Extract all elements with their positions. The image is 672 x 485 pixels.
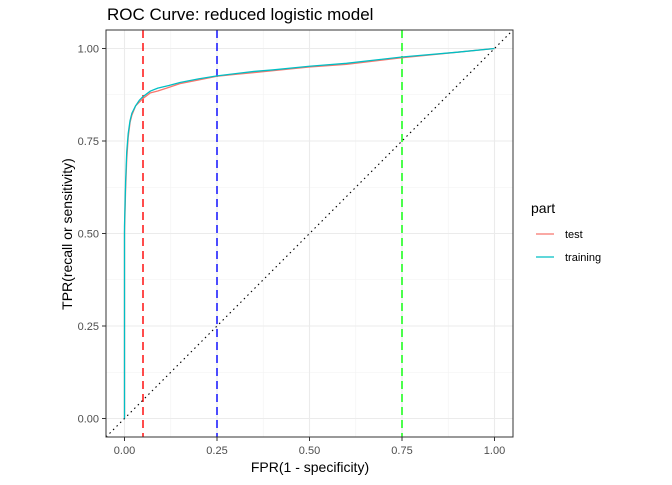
plot-layer: 0.00 0.25 0.50 0.75 1.00 0.00 0.25 0.50 0.75 1.00… [78,29,601,457]
x-tick-label: 0.75 [391,445,412,457]
y-tick-label: 1.00 [78,44,99,56]
x-tick-label: 1.00 [484,445,505,457]
y-tick-label: 0.50 [78,229,99,241]
legend-label: training [565,252,601,264]
reference-diagonal-line [105,29,514,438]
y-axis-label: TPR(recall or sensitivity) [59,158,75,310]
y-tick-label: 0.25 [78,321,99,333]
legend-title: part [531,200,555,216]
x-axis-label: FPR(1 - specificity) [251,459,369,475]
series-line-training [123,47,495,419]
y-tick-label: 0.75 [78,136,99,148]
y-tick-label: 0.00 [78,414,99,426]
x-tick-label: 0.25 [206,445,227,457]
x-tick-label: 0.00 [114,445,135,457]
chart-title: ROC Curve: reduced logistic model [107,5,373,24]
legend-label: test [565,229,583,241]
x-tick-label: 0.50 [299,445,320,457]
